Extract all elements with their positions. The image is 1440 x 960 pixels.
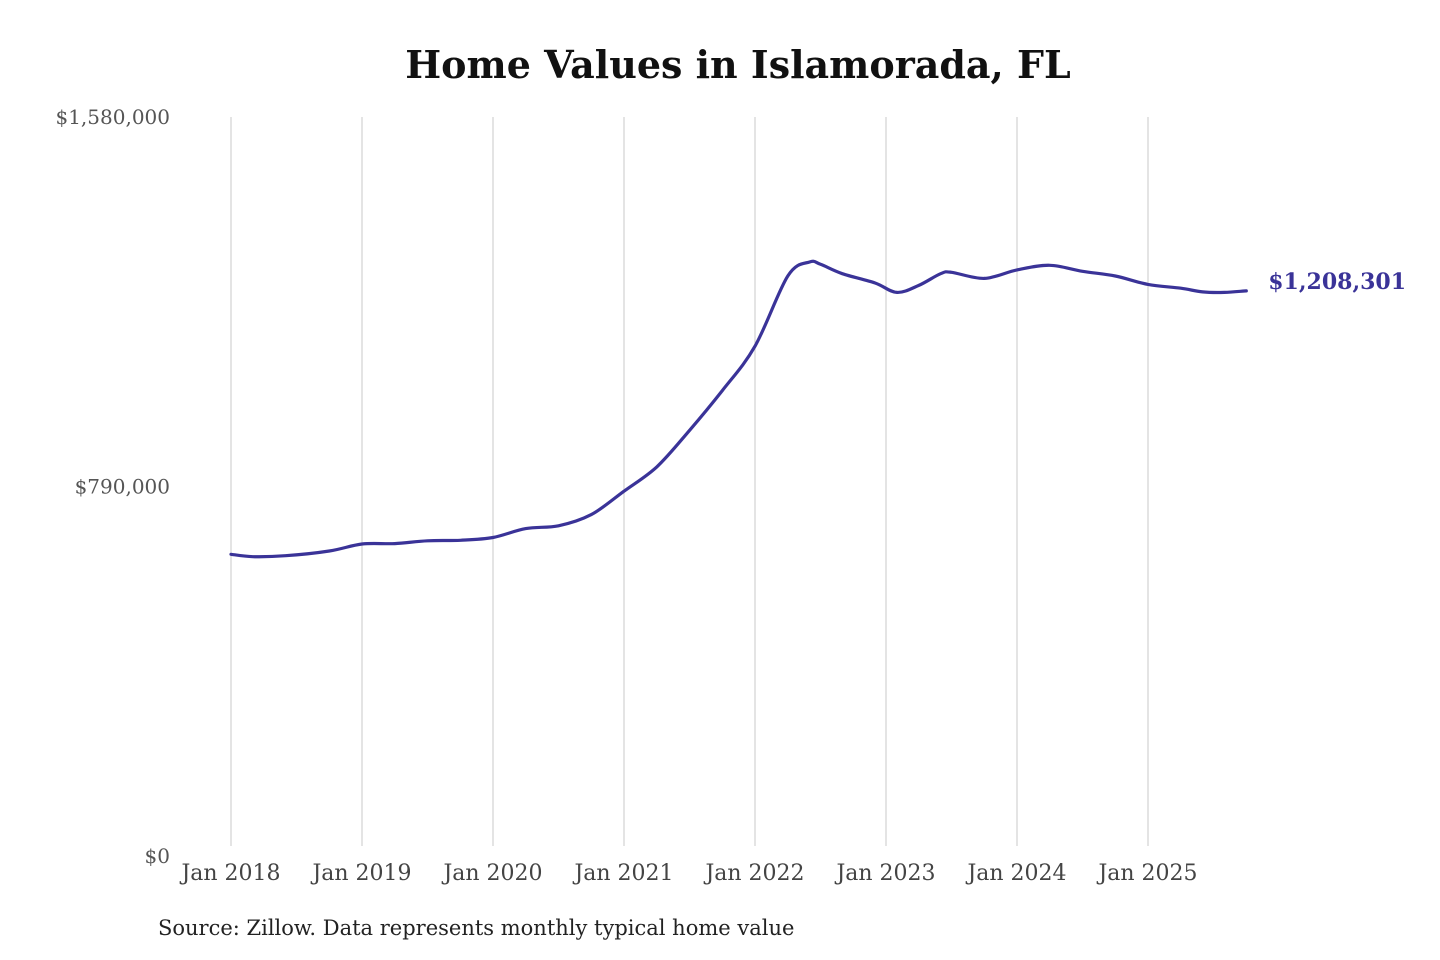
source-note: Source: Zillow. Data represents monthly …	[158, 916, 795, 940]
x-tick-label: Jan 2022	[703, 861, 804, 886]
x-tick-label: Jan 2023	[834, 861, 935, 886]
y-tick-label: $790,000	[75, 475, 170, 499]
x-tick-label: Jan 2025	[1096, 861, 1197, 886]
x-tick-label: Jan 2021	[572, 861, 673, 886]
chart-title: Home Values in Islamorada, FL	[405, 42, 1071, 87]
y-tick-label: $1,580,000	[55, 105, 170, 129]
x-tick-label: Jan 2024	[965, 861, 1066, 886]
x-axis-ticks: Jan 2018 Jan 2019 Jan 2020 Jan 2021 Jan 2022…	[179, 861, 1197, 886]
gridlines	[230, 117, 1149, 846]
x-tick-label: Jan 2019	[310, 861, 411, 886]
y-tick-label: $0	[145, 844, 170, 868]
end-value-label: $1,208,301	[1268, 269, 1406, 295]
x-tick-label: Jan 2018	[179, 861, 280, 886]
y-axis-ticks: $0 $790,000 $1,580,000	[55, 105, 170, 868]
x-tick-label: Jan 2020	[441, 861, 542, 886]
series-line-home-value	[229, 259, 1248, 559]
